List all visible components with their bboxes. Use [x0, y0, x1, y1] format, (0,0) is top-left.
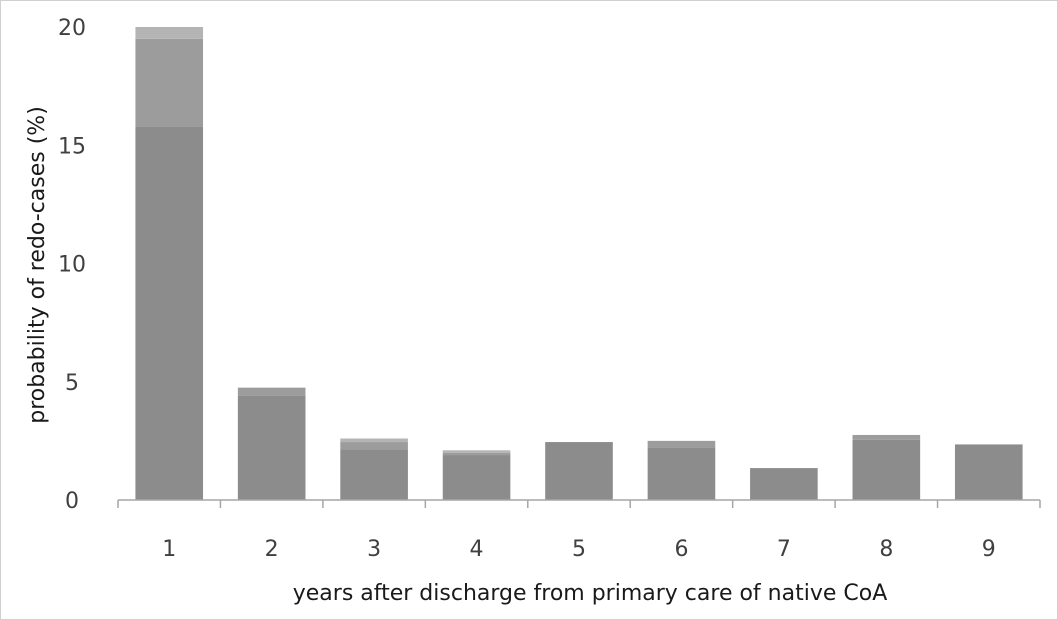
y-tick-label-5: 5 — [65, 371, 79, 396]
x-axis-title: years after discharge from primary care … — [293, 581, 888, 606]
x-tick-label-4: 4 — [470, 537, 484, 562]
x-tick-label-3: 3 — [367, 537, 381, 562]
x-tick-label-8: 8 — [879, 537, 893, 562]
bar-year-4-segment-3 — [443, 450, 511, 452]
bar-year-6-segment-1 — [648, 448, 716, 500]
x-tick-label-5: 5 — [572, 537, 586, 562]
bar-year-6-segment-2 — [648, 441, 716, 448]
bar-year-2-segment-1 — [238, 396, 306, 500]
bar-year-3-segment-3 — [340, 439, 408, 443]
x-tick-label-9: 9 — [982, 537, 996, 562]
bar-year-4-segment-1 — [443, 455, 511, 500]
bar-year-5-segment-1 — [545, 442, 613, 500]
bar-year-2-segment-2 — [238, 388, 306, 396]
bar-year-4-segment-2 — [443, 453, 511, 455]
x-tick-label-6: 6 — [674, 537, 688, 562]
y-tick-label-20: 20 — [58, 16, 86, 41]
y-tick-label-10: 10 — [58, 253, 86, 278]
bar-year-1-segment-3 — [135, 27, 203, 39]
y-tick-label-0: 0 — [65, 489, 79, 514]
bar-year-1-segment-1 — [135, 126, 203, 500]
x-tick-label-7: 7 — [777, 537, 791, 562]
bar-year-7-segment-1 — [750, 468, 818, 500]
x-tick-label-2: 2 — [265, 537, 279, 562]
bar-year-8-segment-1 — [853, 440, 921, 500]
bars-group — [135, 27, 1022, 500]
y-tick-label-15: 15 — [58, 134, 86, 159]
bar-year-9-segment-1 — [955, 444, 1023, 500]
bar-year-1-segment-2 — [135, 39, 203, 127]
bar-year-8-segment-2 — [853, 435, 921, 440]
bar-year-3-segment-1 — [340, 449, 408, 500]
x-tick-label-1: 1 — [162, 537, 176, 562]
y-axis-title: probability of redo-cases (%) — [25, 106, 50, 424]
bar-year-3-segment-2 — [340, 442, 408, 449]
